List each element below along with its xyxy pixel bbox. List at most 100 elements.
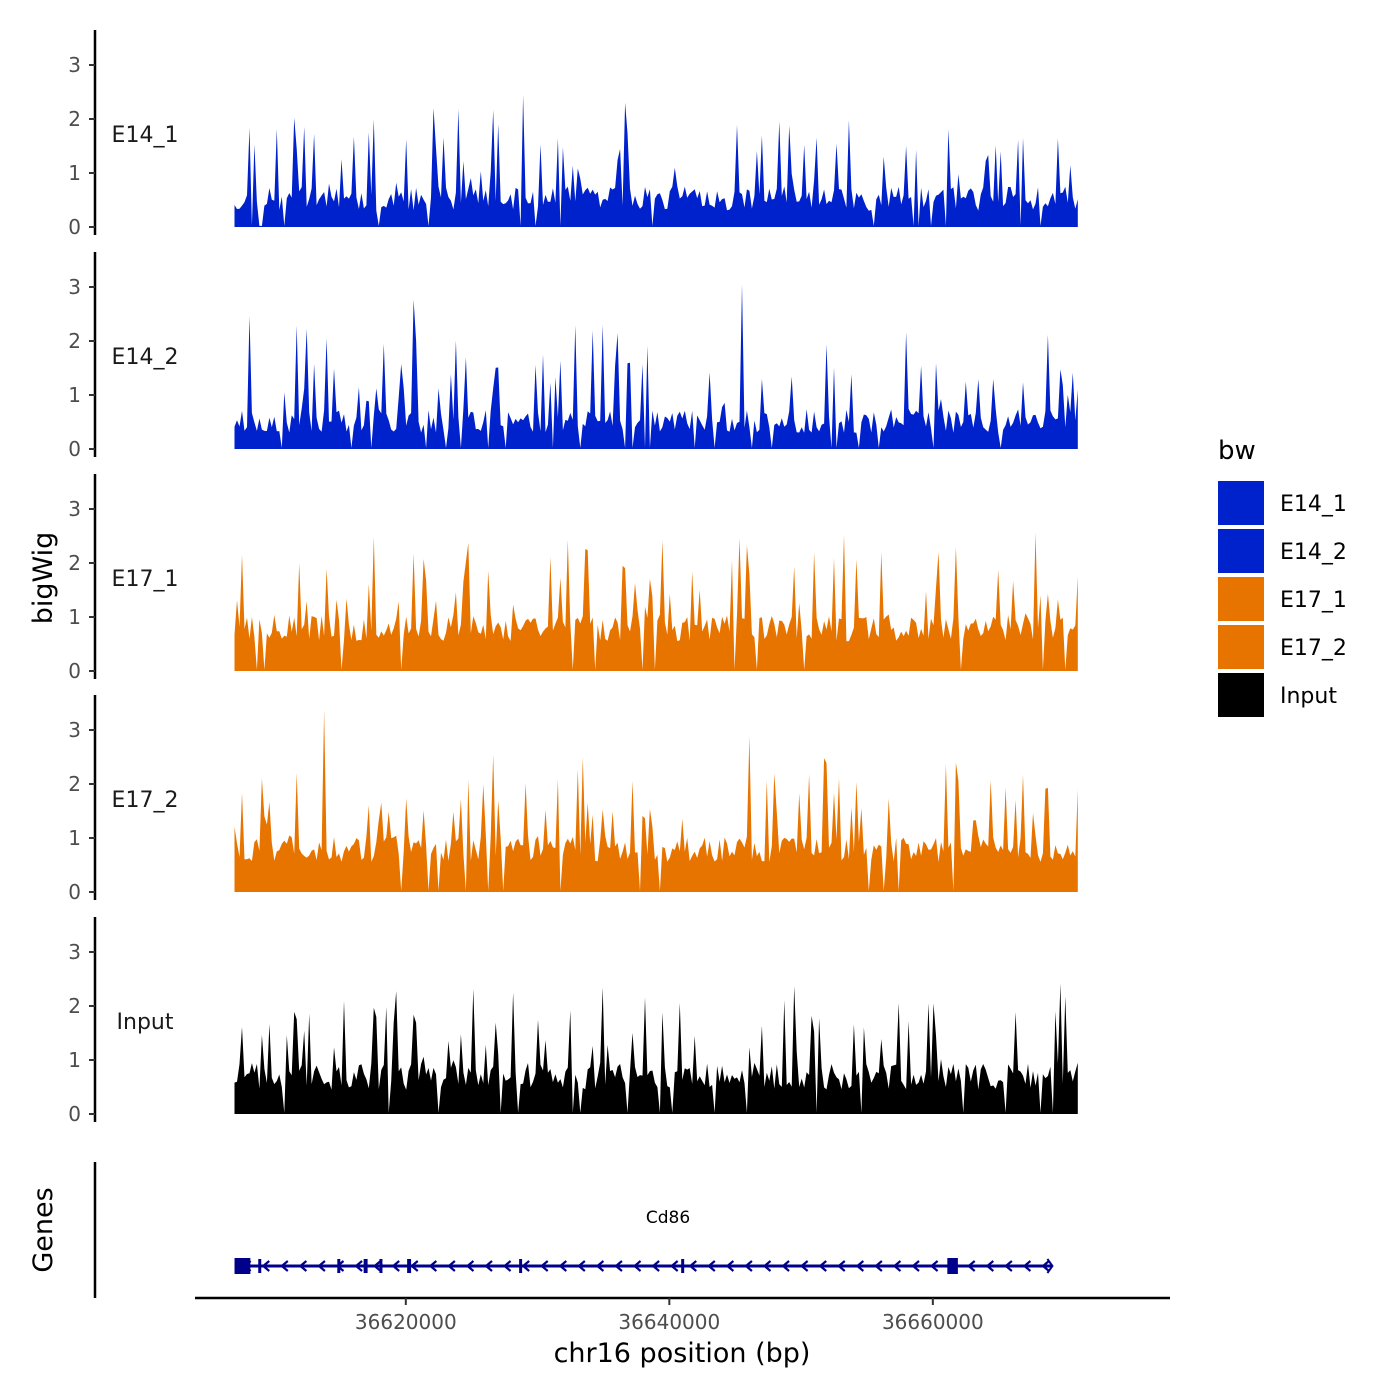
strand-arrow bbox=[781, 1260, 790, 1272]
y-tick-label: 3 bbox=[68, 275, 81, 299]
strand-arrow bbox=[484, 1260, 493, 1272]
strand-arrow bbox=[1004, 1260, 1013, 1272]
y-tick-label: 0 bbox=[68, 1102, 81, 1126]
y-tick-label: 1 bbox=[68, 826, 81, 850]
strand-arrow bbox=[298, 1260, 308, 1272]
strand-arrow bbox=[744, 1260, 753, 1272]
legend-label-input: Input bbox=[1280, 684, 1337, 709]
gene-exon bbox=[258, 1259, 262, 1273]
strand-arrow bbox=[465, 1260, 475, 1272]
legend-swatch-e17-1 bbox=[1218, 577, 1264, 621]
gene-exon bbox=[337, 1259, 341, 1273]
strand-arrow bbox=[874, 1260, 883, 1272]
strand-arrow bbox=[762, 1260, 772, 1272]
y-tick-label: 3 bbox=[68, 497, 81, 521]
strand-arrow bbox=[967, 1260, 976, 1272]
y-axis-title: bigWig bbox=[28, 532, 59, 625]
strand-arrow bbox=[929, 1260, 939, 1272]
strand-arrow bbox=[354, 1260, 363, 1272]
strand-arrow bbox=[428, 1260, 438, 1272]
tracks-layer: 0 1 2 3 E14_1 0 1 2 3 E14_2 0 1 2 3 E17_1 0 1 2 3 E17_2 0 1 2 3… bbox=[68, 30, 1078, 1126]
track-e14-2: 0 1 2 3 E14_2 bbox=[68, 252, 1078, 461]
legend-swatch-input bbox=[1218, 673, 1264, 717]
legend-label-e14-2: E14_2 bbox=[1280, 540, 1347, 565]
track-e17-2: 0 1 2 3 E17_2 bbox=[68, 695, 1078, 904]
gene-exon bbox=[234, 1258, 251, 1274]
gene-label-cd86: Cd86 bbox=[646, 1208, 690, 1228]
strand-arrow bbox=[707, 1260, 716, 1272]
gene-exon bbox=[519, 1259, 523, 1273]
strand-arrow bbox=[614, 1260, 623, 1272]
x-tick-label: 36640000 bbox=[618, 1310, 720, 1334]
legend: bw E14_1 E14_2 E17_1 E17_2 Input bbox=[1218, 436, 1347, 717]
y-tick-label: 1 bbox=[68, 1048, 81, 1072]
gene-exon bbox=[379, 1259, 383, 1273]
signal-area-input bbox=[234, 983, 1078, 1114]
signal-area-e14-1 bbox=[234, 95, 1078, 227]
strand-arrow bbox=[539, 1260, 549, 1272]
y-tick-label: 3 bbox=[68, 940, 81, 964]
strand-arrow bbox=[1022, 1260, 1032, 1272]
track-label-e17-2: E17_2 bbox=[112, 788, 179, 813]
legend-title: bw bbox=[1218, 436, 1256, 466]
x-axis: 36620000 36640000 36660000 bbox=[195, 1296, 1170, 1334]
gene-exon bbox=[681, 1259, 685, 1273]
strand-arrow bbox=[317, 1260, 326, 1272]
y-tick-label: 1 bbox=[68, 605, 81, 629]
y-tick-label: 0 bbox=[68, 437, 81, 461]
signal-area-e17-1 bbox=[234, 532, 1078, 671]
signal-area-e14-2 bbox=[234, 284, 1078, 449]
gene-end-cap bbox=[1046, 1258, 1054, 1274]
legend-swatch-e14-2 bbox=[1218, 529, 1264, 573]
track-label-e17-1: E17_1 bbox=[112, 567, 179, 592]
y-tick-label: 1 bbox=[68, 161, 81, 185]
strand-arrow bbox=[1041, 1260, 1050, 1272]
y-tick-label: 2 bbox=[68, 551, 81, 575]
strand-arrow bbox=[688, 1260, 697, 1272]
strand-arrow bbox=[837, 1260, 846, 1272]
track-e17-1: 0 1 2 3 E17_1 bbox=[68, 474, 1078, 683]
strand-arrow bbox=[372, 1260, 382, 1272]
legend-swatch-e17-2 bbox=[1218, 625, 1264, 669]
strand-arrow bbox=[391, 1260, 400, 1272]
gene-exon bbox=[363, 1259, 368, 1273]
signal-area-e17-2 bbox=[234, 710, 1078, 892]
strand-arrow bbox=[261, 1260, 270, 1272]
y-tick-label: 0 bbox=[68, 659, 81, 683]
x-axis-title: chr16 position (bp) bbox=[554, 1338, 811, 1369]
legend-label-e17-1: E17_1 bbox=[1280, 588, 1347, 613]
strand-arrow bbox=[595, 1260, 605, 1272]
track-label-e14-2: E14_2 bbox=[112, 345, 179, 370]
strand-arrow bbox=[818, 1260, 827, 1272]
legend-label-e14-1: E14_1 bbox=[1280, 492, 1347, 517]
legend-label-e17-2: E17_2 bbox=[1280, 636, 1347, 661]
strand-arrow bbox=[892, 1260, 902, 1272]
strand-arrow bbox=[502, 1260, 512, 1272]
track-label-e14-1: E14_1 bbox=[112, 123, 179, 148]
strand-arrow bbox=[725, 1260, 735, 1272]
strand-arrow bbox=[447, 1260, 456, 1272]
strand-arrow bbox=[855, 1260, 865, 1272]
genes-axis-title: Genes bbox=[28, 1187, 59, 1272]
strand-arrow bbox=[911, 1260, 920, 1272]
legend-swatch-e14-1 bbox=[1218, 481, 1264, 525]
strand-arrow bbox=[521, 1260, 530, 1272]
strand-arrow bbox=[669, 1260, 679, 1272]
y-tick-label: 2 bbox=[68, 107, 81, 131]
gene-exon bbox=[947, 1258, 958, 1274]
gene-track: Cd86 bbox=[93, 1162, 1054, 1298]
y-tick-label: 2 bbox=[68, 772, 81, 796]
y-tick-label: 0 bbox=[68, 880, 81, 904]
x-tick-label: 36660000 bbox=[882, 1310, 984, 1334]
y-tick-label: 3 bbox=[68, 718, 81, 742]
track-e14-1: 0 1 2 3 E14_1 bbox=[68, 30, 1078, 239]
strand-arrow bbox=[799, 1260, 809, 1272]
y-tick-label: 2 bbox=[68, 329, 81, 353]
strand-arrow bbox=[280, 1260, 289, 1272]
track-label-input: Input bbox=[117, 1010, 174, 1035]
x-tick-label: 36620000 bbox=[355, 1310, 457, 1334]
strand-arrow bbox=[651, 1260, 660, 1272]
strand-arrow bbox=[632, 1260, 642, 1272]
strand-arrow bbox=[558, 1260, 567, 1272]
